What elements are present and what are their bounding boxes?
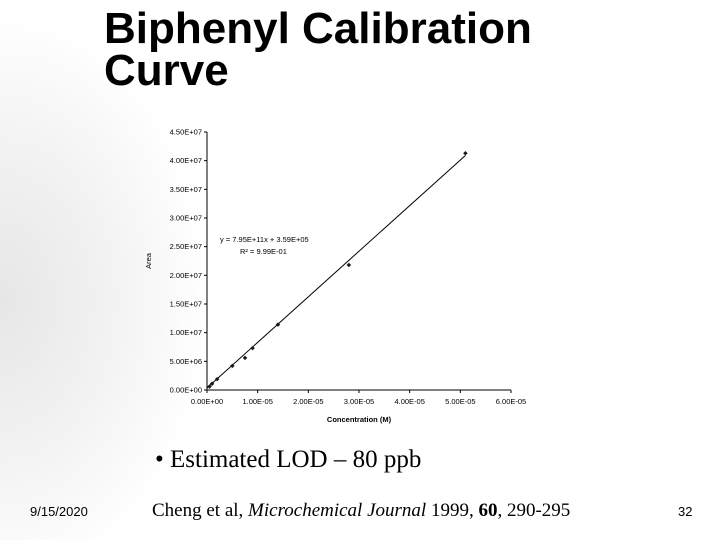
x-ticks: 0.00E+00 1.00E-05 2.00E-05 3.00E-05 4.00E-05…	[191, 390, 526, 406]
y-tick-label: 1.00E+07	[170, 328, 202, 337]
footer-citation: Cheng et al, Microchemical Journal 1999,…	[152, 500, 570, 522]
calibration-chart: 0.00E+00 5.00E+06 1.00E+07 1.50E+07 2.00E+07…	[130, 126, 530, 431]
x-tick-label: 6.00E-05	[496, 397, 526, 406]
x-tick-label: 3.00E-05	[344, 397, 374, 406]
x-tick-label: 0.00E+00	[191, 397, 223, 406]
x-tick-label: 5.00E-05	[445, 397, 475, 406]
citation-separator: ,	[238, 500, 249, 521]
title-line-1: Biphenyl Calibration	[104, 4, 532, 53]
y-tick-label: 4.00E+07	[170, 156, 202, 165]
y-tick-label: 3.00E+07	[170, 214, 202, 223]
trendline-equation: y = 7.95E+11x + 3.59E+05	[220, 235, 309, 244]
title-line-2: Curve	[104, 46, 229, 95]
x-tick-label: 4.00E-05	[394, 397, 424, 406]
y-tick-label: 2.00E+07	[170, 271, 202, 280]
y-tick-label: 1.50E+07	[170, 300, 202, 309]
x-tick-label: 1.00E-05	[242, 397, 272, 406]
trendline	[206, 155, 466, 389]
slide-title: Biphenyl Calibration Curve	[104, 4, 704, 95]
data-point	[214, 376, 220, 382]
r-squared-label: R² = 9.99E-01	[240, 247, 287, 256]
citation-year: 1999,	[426, 500, 479, 521]
x-tick-label: 2.00E-05	[293, 397, 323, 406]
data-point	[346, 262, 352, 268]
citation-volume: 60	[478, 500, 498, 521]
plot-area	[207, 132, 511, 390]
page-number: 32	[678, 504, 693, 519]
chart-svg: 0.00E+00 5.00E+06 1.00E+07 1.50E+07 2.00E+07…	[144, 128, 526, 425]
y-tick-label: 4.50E+07	[170, 128, 202, 137]
y-tick-label: 5.00E+06	[170, 357, 202, 366]
citation-journal: Microchemical Journal	[248, 500, 427, 521]
y-tick-label: 3.50E+07	[170, 185, 202, 194]
citation-authors: Cheng et al	[152, 500, 239, 521]
y-axis-label: Area	[144, 252, 153, 269]
y-tick-label: 2.50E+07	[170, 242, 202, 251]
lod-bullet: • Estimated LOD – 80 ppb	[155, 446, 422, 473]
y-ticks: 0.00E+00 5.00E+06 1.00E+07 1.50E+07 2.00E+07…	[170, 128, 207, 395]
citation-pages: , 290-295	[497, 500, 571, 521]
footer-date: 9/15/2020	[30, 504, 88, 519]
data-point	[275, 322, 281, 327]
x-axis-label: Concentration (M)	[327, 415, 392, 424]
y-tick-label: 0.00E+00	[170, 386, 202, 395]
data-point	[230, 363, 235, 369]
